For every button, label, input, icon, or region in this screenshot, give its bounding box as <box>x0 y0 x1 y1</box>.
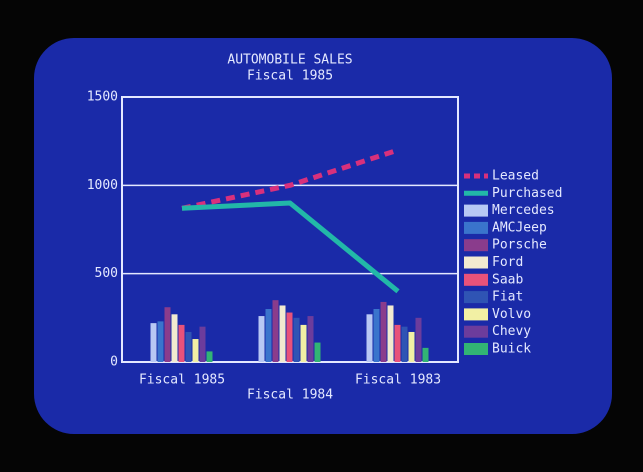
legend-swatch <box>464 325 488 338</box>
legend-label: Ford <box>492 255 523 270</box>
bar <box>415 317 422 362</box>
legend-swatch <box>464 273 488 286</box>
legend-swatch <box>464 343 488 355</box>
bar <box>314 342 321 362</box>
bar <box>265 309 272 362</box>
bar <box>199 326 206 362</box>
legend-swatch <box>464 221 488 234</box>
y-tick-label: 500 <box>95 266 118 281</box>
line <box>181 147 399 211</box>
y-tick-label: 1000 <box>87 178 118 193</box>
legend-label: Volvo <box>492 307 531 322</box>
legend-label: Porsche <box>492 238 547 253</box>
legend-label: Fiat <box>492 290 523 305</box>
legend-swatch <box>464 204 488 217</box>
bar <box>408 331 415 362</box>
bar <box>192 339 199 362</box>
bar <box>286 312 293 362</box>
bar <box>366 314 373 362</box>
y-tick-label: 0 <box>110 355 118 370</box>
bar <box>387 305 394 362</box>
x-tick-label: Fiscal 1984 <box>247 388 333 403</box>
x-tick-label: Fiscal 1985 <box>139 373 225 388</box>
legend-swatch <box>464 308 488 321</box>
bar <box>258 316 265 362</box>
bar <box>206 351 213 362</box>
legend-label: Mercedes <box>492 203 555 218</box>
legend-label: AMCJeep <box>492 220 547 235</box>
bar <box>272 300 279 362</box>
legend-label: Buick <box>492 342 531 357</box>
bar <box>293 317 300 362</box>
bar <box>300 324 307 362</box>
bar <box>157 321 164 362</box>
legend-swatch <box>464 256 488 269</box>
x-tick-label: Fiscal 1983 <box>355 373 441 388</box>
bar <box>185 331 192 362</box>
bar <box>171 314 178 362</box>
bar <box>150 323 157 362</box>
bar <box>279 305 286 362</box>
bar <box>373 309 380 362</box>
line <box>181 200 400 294</box>
bar <box>307 316 314 362</box>
chart-title: AUTOMOBILE SALES <box>227 53 352 68</box>
bar <box>380 301 387 362</box>
bar <box>401 326 408 362</box>
bar <box>394 324 401 362</box>
bar <box>178 324 185 362</box>
legend-swatch <box>464 291 488 304</box>
bar <box>164 307 171 362</box>
legend-label: Chevy <box>492 324 531 339</box>
legend-swatch <box>464 239 488 252</box>
legend-label: Purchased <box>492 186 562 201</box>
y-tick-label: 1500 <box>87 90 118 105</box>
legend-label: Saab <box>492 272 523 287</box>
bar <box>422 347 429 362</box>
legend-label: Leased <box>492 169 539 184</box>
chart-subtitle: Fiscal 1985 <box>247 69 333 84</box>
